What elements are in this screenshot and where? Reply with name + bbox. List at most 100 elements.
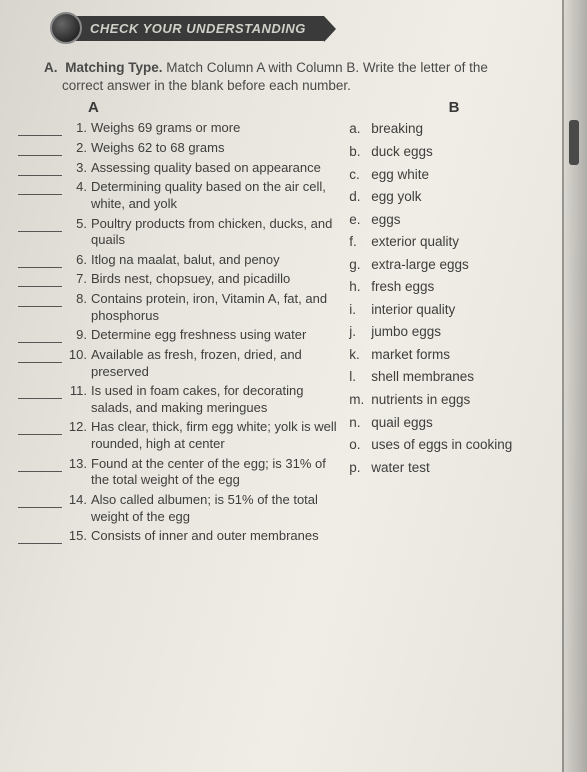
item-number: 5. bbox=[67, 216, 87, 233]
choice-text: breaking bbox=[371, 120, 559, 138]
choice-letter: f. bbox=[349, 233, 371, 251]
item-number: 9. bbox=[67, 327, 87, 344]
item-text: Determine egg freshness using water bbox=[91, 327, 343, 344]
column-a-item: 14.Also called albumen; is 51% of the to… bbox=[18, 492, 343, 525]
item-number: 6. bbox=[67, 252, 87, 269]
answer-blank[interactable] bbox=[18, 181, 62, 195]
instructions-lead: Matching Type. bbox=[65, 60, 162, 75]
column-a-item: 2.Weighs 62 to 68 grams bbox=[18, 140, 343, 157]
choice-letter: c. bbox=[349, 166, 371, 184]
choice-text: quail eggs bbox=[371, 414, 559, 432]
column-b-item: p.water test bbox=[349, 459, 559, 477]
choice-text: water test bbox=[371, 459, 559, 477]
instructions-body-2: correct answer in the blank before each … bbox=[62, 77, 351, 95]
answer-blank[interactable] bbox=[18, 218, 62, 232]
item-number: 12. bbox=[67, 419, 87, 436]
column-b-item: k.market forms bbox=[349, 346, 559, 364]
column-a-item: 12.Has clear, thick, firm egg white; yol… bbox=[18, 419, 343, 452]
item-text: Birds nest, chopsuey, and picadillo bbox=[91, 271, 343, 288]
choice-letter: e. bbox=[349, 211, 371, 229]
banner-title: CHECK YOUR UNDERSTANDING bbox=[76, 16, 324, 41]
answer-blank[interactable] bbox=[18, 142, 62, 156]
choice-letter: i. bbox=[349, 301, 371, 319]
item-number: 14. bbox=[67, 492, 87, 509]
choice-text: fresh eggs bbox=[371, 278, 559, 296]
answer-blank[interactable] bbox=[18, 494, 62, 508]
choice-text: extra-large eggs bbox=[371, 256, 559, 274]
page-edge-shadow bbox=[562, 0, 587, 772]
column-b-item: n.quail eggs bbox=[349, 414, 559, 432]
answer-blank[interactable] bbox=[18, 349, 62, 363]
item-number: 2. bbox=[67, 140, 87, 157]
columns-container: A 1.Weighs 69 grams or more2.Weighs 62 t… bbox=[18, 99, 559, 547]
answer-blank[interactable] bbox=[18, 162, 62, 176]
answer-blank[interactable] bbox=[18, 254, 62, 268]
column-a-item: 10.Available as fresh, frozen, dried, an… bbox=[18, 347, 343, 380]
column-a-item: 1.Weighs 69 grams or more bbox=[18, 120, 343, 137]
column-b-item: e.eggs bbox=[349, 211, 559, 229]
column-a-item: 4.Determining quality based on the air c… bbox=[18, 179, 343, 212]
choice-text: nutrients in eggs bbox=[371, 391, 559, 409]
answer-blank[interactable] bbox=[18, 329, 62, 343]
column-a-item: 3.Assessing quality based on appearance bbox=[18, 160, 343, 177]
column-b-header: B bbox=[349, 99, 559, 116]
item-number: 11. bbox=[67, 383, 87, 400]
item-number: 15. bbox=[67, 528, 87, 545]
answer-blank[interactable] bbox=[18, 421, 62, 435]
column-a-item: 9.Determine egg freshness using water bbox=[18, 327, 343, 344]
column-b: B a.breakingb.duck eggsc.egg whited.egg … bbox=[343, 99, 559, 547]
answer-blank[interactable] bbox=[18, 530, 62, 544]
item-text: Weighs 62 to 68 grams bbox=[91, 140, 343, 157]
item-number: 10. bbox=[67, 347, 87, 364]
column-a-item: 15.Consists of inner and outer membranes bbox=[18, 528, 343, 545]
item-text: Poultry products from chicken, ducks, an… bbox=[91, 216, 343, 249]
answer-blank[interactable] bbox=[18, 273, 62, 287]
column-b-item: m.nutrients in eggs bbox=[349, 391, 559, 409]
column-a: A 1.Weighs 69 grams or more2.Weighs 62 t… bbox=[18, 99, 343, 547]
column-b-item: h.fresh eggs bbox=[349, 278, 559, 296]
column-a-header: A bbox=[18, 99, 343, 116]
column-a-item: 11.Is used in foam cakes, for decorating… bbox=[18, 383, 343, 416]
header-banner: CHECK YOUR UNDERSTANDING bbox=[50, 12, 324, 44]
column-b-item: o.uses of eggs in cooking bbox=[349, 436, 559, 454]
choice-letter: p. bbox=[349, 459, 371, 477]
item-text: Weighs 69 grams or more bbox=[91, 120, 343, 137]
item-text: Is used in foam cakes, for decorating sa… bbox=[91, 383, 343, 416]
instructions-body-1: Match Column A with Column B. Write the … bbox=[166, 60, 488, 75]
item-text: Assessing quality based on appearance bbox=[91, 160, 343, 177]
column-b-item: d.egg yolk bbox=[349, 188, 559, 206]
column-b-item: l.shell membranes bbox=[349, 368, 559, 386]
choice-letter: a. bbox=[349, 120, 371, 138]
section-label: A. bbox=[44, 60, 58, 75]
choice-text: jumbo eggs bbox=[371, 323, 559, 341]
choice-letter: b. bbox=[349, 143, 371, 161]
column-b-item: a.breaking bbox=[349, 120, 559, 138]
answer-blank[interactable] bbox=[18, 293, 62, 307]
answer-blank[interactable] bbox=[18, 385, 62, 399]
item-number: 8. bbox=[67, 291, 87, 308]
choice-letter: n. bbox=[349, 414, 371, 432]
answer-blank[interactable] bbox=[18, 458, 62, 472]
item-text: Available as fresh, frozen, dried, and p… bbox=[91, 347, 343, 380]
choice-text: uses of eggs in cooking bbox=[371, 436, 559, 454]
choice-letter: h. bbox=[349, 278, 371, 296]
choice-text: interior quality bbox=[371, 301, 559, 319]
instructions: A. Matching Type. Match Column A with Co… bbox=[44, 59, 557, 95]
choice-text: market forms bbox=[371, 346, 559, 364]
choice-letter: o. bbox=[349, 436, 371, 454]
book-spiral bbox=[569, 120, 579, 165]
column-a-item: 5.Poultry products from chicken, ducks, … bbox=[18, 216, 343, 249]
choice-text: egg yolk bbox=[371, 188, 559, 206]
answer-blank[interactable] bbox=[18, 122, 62, 136]
column-b-item: j.jumbo eggs bbox=[349, 323, 559, 341]
item-number: 7. bbox=[67, 271, 87, 288]
choice-text: duck eggs bbox=[371, 143, 559, 161]
choice-letter: g. bbox=[349, 256, 371, 274]
item-number: 1. bbox=[67, 120, 87, 137]
item-text: Found at the center of the egg; is 31% o… bbox=[91, 456, 343, 489]
item-text: Consists of inner and outer membranes bbox=[91, 528, 343, 545]
choice-letter: j. bbox=[349, 323, 371, 341]
item-text: Itlog na maalat, balut, and penoy bbox=[91, 252, 343, 269]
column-a-item: 13.Found at the center of the egg; is 31… bbox=[18, 456, 343, 489]
choice-text: exterior quality bbox=[371, 233, 559, 251]
